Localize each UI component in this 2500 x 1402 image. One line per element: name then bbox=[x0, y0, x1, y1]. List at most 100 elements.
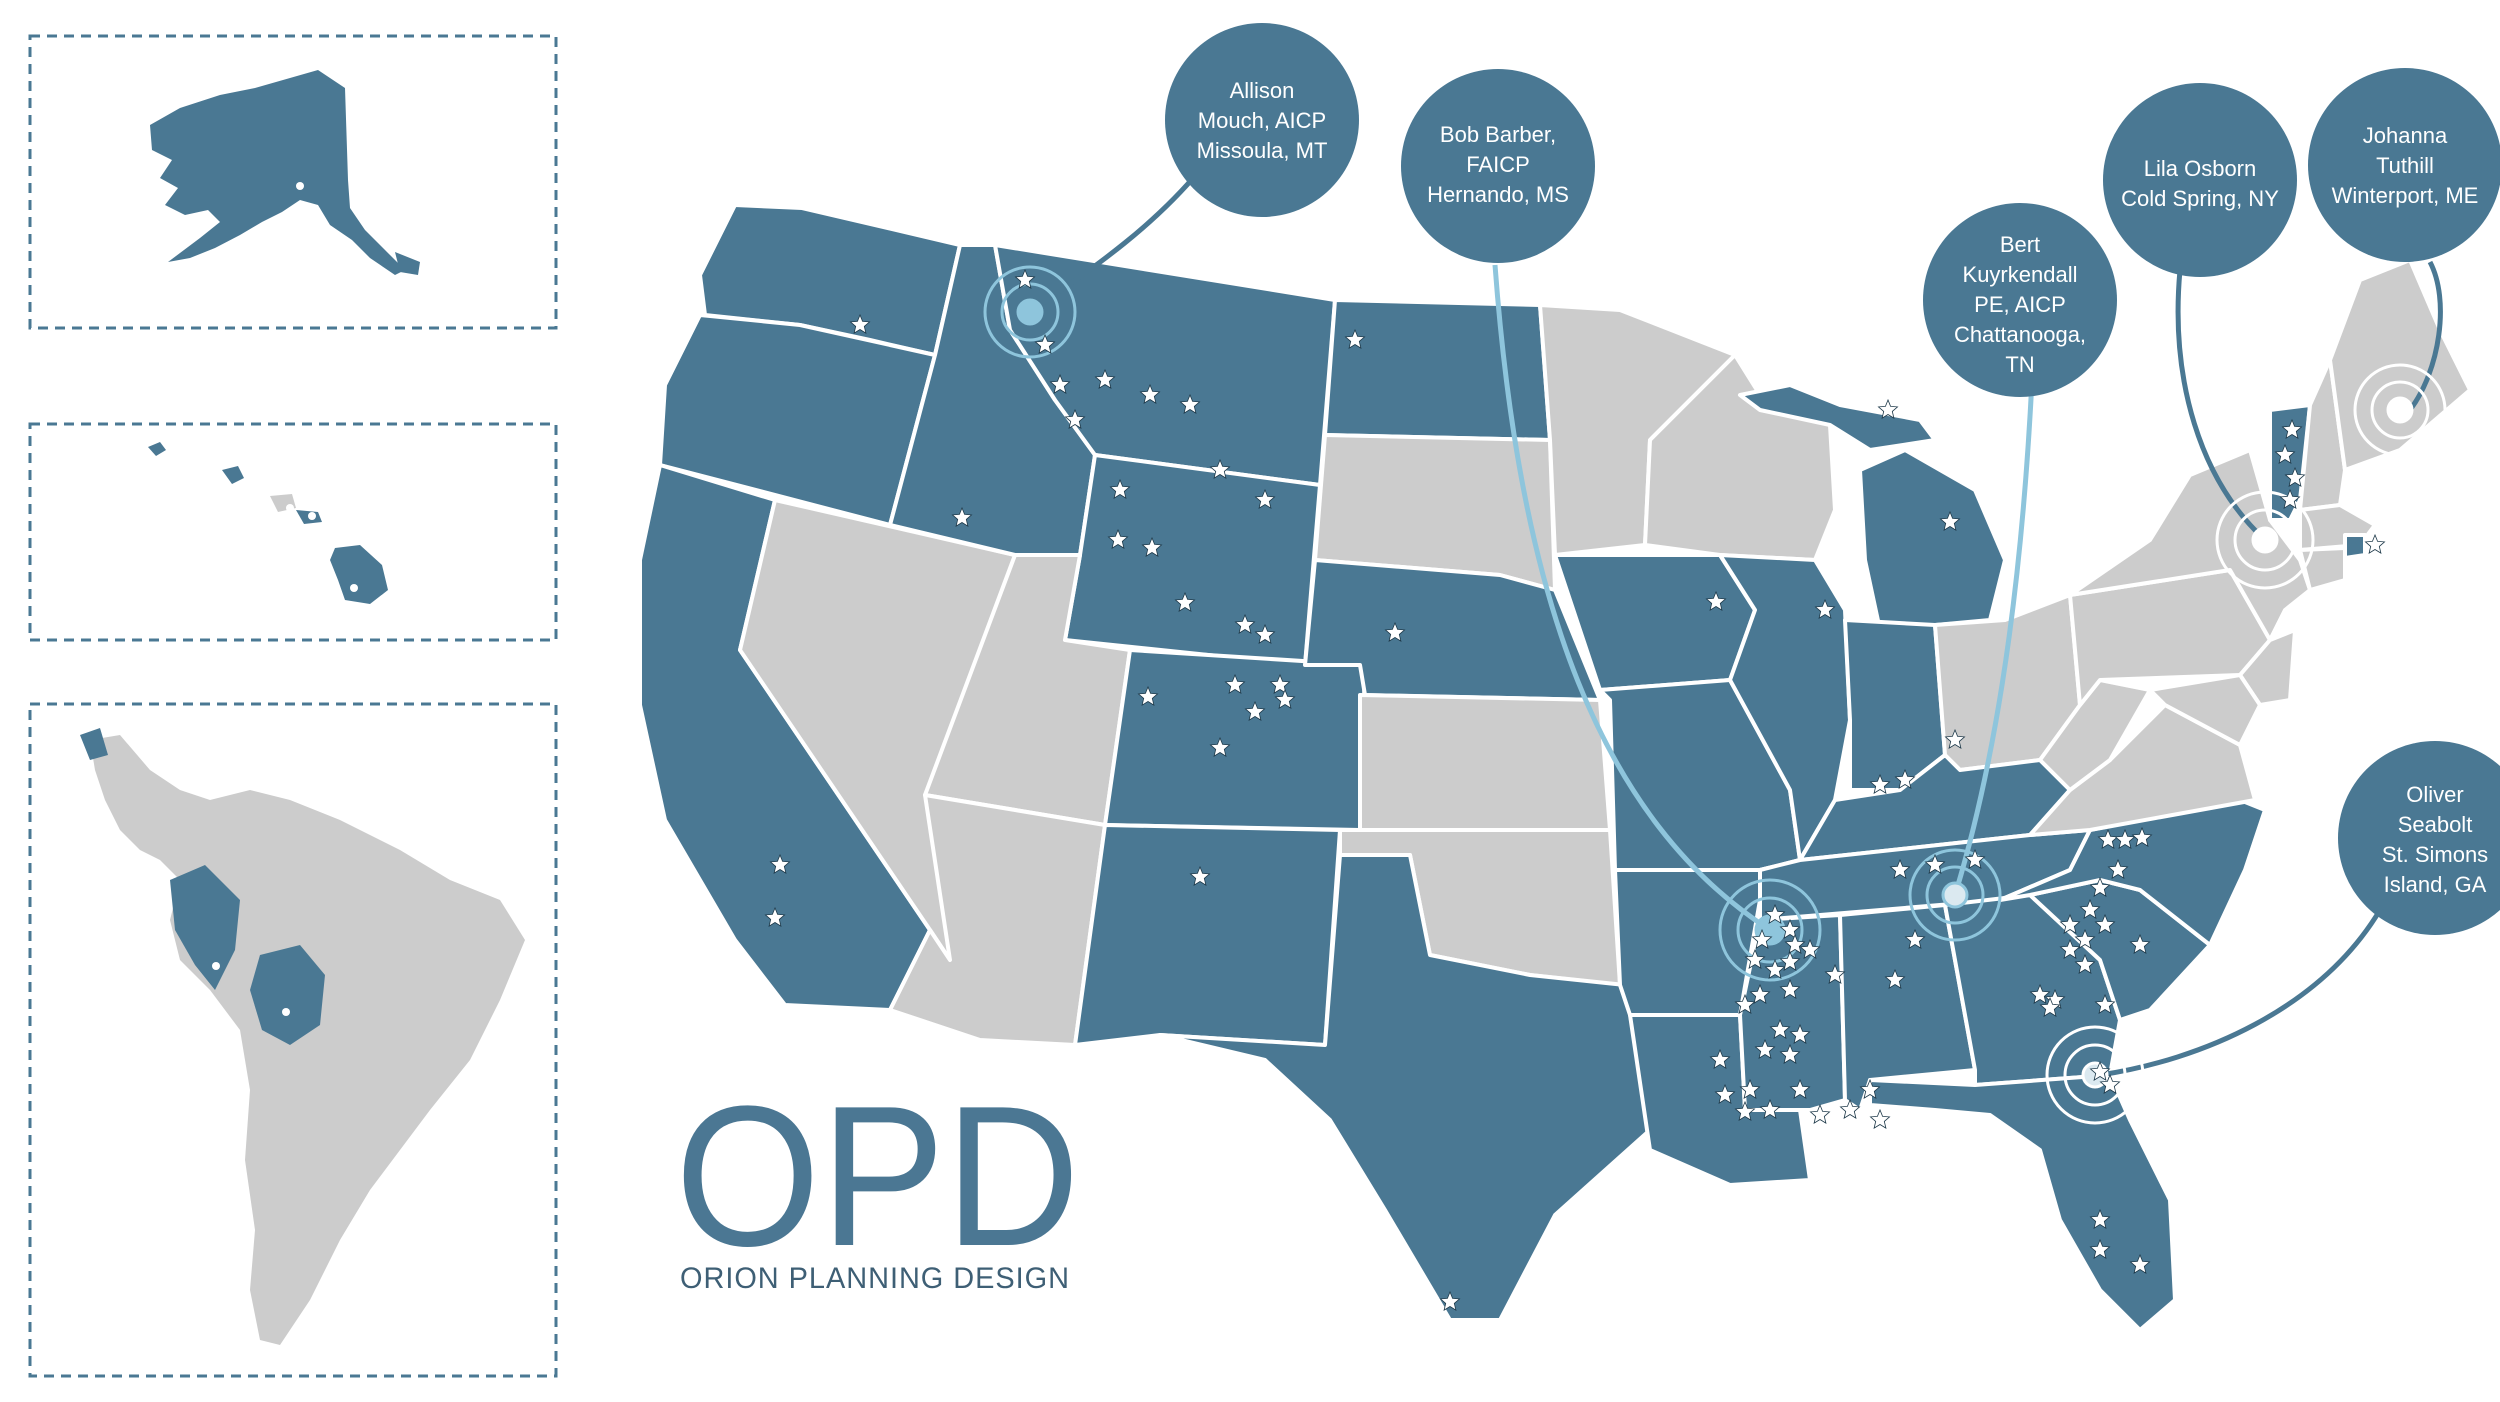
office-bubble-bert[interactable]: Bert Kuyrkendall PE, AICP Chattanooga, T… bbox=[1923, 203, 2117, 397]
star-icon bbox=[2059, 913, 2081, 934]
star-icon bbox=[2129, 1253, 2151, 1274]
office-label-line: Winterport, ME bbox=[2332, 183, 2479, 208]
target-ring-icon bbox=[1908, 848, 2002, 942]
star-icon bbox=[1754, 1038, 1776, 1059]
state-mi-upper bbox=[1738, 383, 1937, 452]
star-icon bbox=[1764, 903, 1786, 924]
office-label-line: Oliver bbox=[2406, 782, 2463, 807]
office-label-line: Missoula, MT bbox=[1197, 138, 1328, 163]
star-icon bbox=[2094, 993, 2116, 1014]
office-label-line: Johanna bbox=[2363, 123, 2448, 148]
office-bubble-oliver[interactable]: Oliver Seabolt St. Simons Island, GA bbox=[2338, 741, 2500, 935]
star-icon bbox=[2279, 488, 2301, 509]
star-icon bbox=[1739, 1078, 1761, 1099]
star-icon bbox=[2089, 1060, 2111, 1081]
inset-latin-america bbox=[28, 702, 558, 1378]
state-nd bbox=[1323, 298, 1552, 442]
star-icon bbox=[1799, 938, 1821, 959]
star-icon bbox=[2274, 443, 2296, 464]
office-label-line: Seabolt bbox=[2398, 812, 2473, 837]
alaska-shape bbox=[150, 70, 405, 275]
star-icon bbox=[2074, 953, 2096, 974]
star-icon bbox=[1779, 978, 1801, 999]
office-label-line: TN bbox=[2005, 352, 2034, 377]
star-icon bbox=[1769, 1018, 1791, 1039]
star-icon bbox=[1344, 328, 1366, 349]
office-label-line: Chattanooga, bbox=[1954, 322, 2086, 347]
star-icon bbox=[1744, 948, 1766, 969]
star-icon bbox=[1884, 968, 1906, 989]
project-markers bbox=[764, 268, 2386, 1311]
star-icon bbox=[1384, 621, 1406, 642]
star-icon bbox=[2281, 418, 2303, 439]
office-bubble-johanna[interactable]: Johanna Tuthill Winterport, ME bbox=[2308, 68, 2500, 262]
star-icon bbox=[1141, 536, 1163, 557]
star-icon bbox=[1809, 1103, 1831, 1124]
star-icon bbox=[2131, 826, 2153, 847]
star-icon bbox=[1709, 1048, 1731, 1069]
star-icon bbox=[1877, 398, 1899, 419]
star-icon bbox=[1759, 1098, 1781, 1119]
us-states bbox=[638, 203, 2472, 1332]
office-label-line: Tuthill bbox=[2376, 153, 2434, 178]
state-ny bbox=[2068, 448, 2312, 642]
star-icon bbox=[1049, 373, 1071, 394]
star-icon bbox=[1714, 1083, 1736, 1104]
star-icon bbox=[1751, 928, 1773, 949]
star-icon bbox=[1749, 983, 1771, 1004]
star-icon bbox=[1869, 1108, 1891, 1129]
star-icon bbox=[1939, 510, 1961, 531]
office-targets bbox=[983, 265, 2447, 1125]
state-ri bbox=[2343, 533, 2367, 560]
star-icon bbox=[2089, 1208, 2111, 1229]
star-icon bbox=[1244, 700, 1266, 721]
inset-alaska bbox=[28, 34, 558, 330]
star-icon bbox=[1254, 488, 1276, 509]
logo-monogram: OPD bbox=[675, 1065, 1080, 1288]
office-bubble-bob[interactable]: Bob Barber, FAICP Hernando, MS bbox=[1401, 69, 1595, 263]
star-icon bbox=[1137, 685, 1159, 706]
star-icon bbox=[2094, 913, 2116, 934]
star-icon bbox=[1209, 458, 1231, 479]
star-icon bbox=[2364, 533, 2386, 554]
target-ring-icon bbox=[983, 265, 1077, 359]
star-icon bbox=[1904, 928, 1926, 949]
office-bubble-lila[interactable]: Lila Osborn Cold Spring, NY bbox=[2103, 83, 2297, 277]
state-fl bbox=[1868, 1073, 2177, 1332]
target-ring-icon bbox=[2353, 363, 2447, 457]
star-icon bbox=[1824, 963, 1846, 984]
state-nm bbox=[1073, 823, 1342, 1047]
star-icon bbox=[1779, 918, 1801, 939]
star-icon bbox=[1107, 528, 1129, 549]
star-icon bbox=[2129, 933, 2151, 954]
star-icon bbox=[1109, 478, 1131, 499]
office-label-line: St. Simons bbox=[2382, 842, 2488, 867]
star-icon bbox=[1234, 613, 1256, 634]
star-icon bbox=[1814, 598, 1836, 619]
star-icon bbox=[1014, 268, 1036, 289]
star-icon bbox=[1924, 853, 1946, 874]
star-icon bbox=[1705, 590, 1727, 611]
star-icon bbox=[2074, 928, 2096, 949]
star-icon bbox=[849, 313, 871, 334]
star-icon bbox=[2107, 858, 2129, 879]
office-bubble-allison[interactable]: Allison Mouch, AICP Missoula, MT bbox=[1165, 23, 1359, 217]
star-icon bbox=[951, 506, 973, 527]
state-ct bbox=[2298, 546, 2347, 592]
star-icon bbox=[1784, 933, 1806, 954]
state-tx bbox=[1158, 853, 1652, 1322]
office-label-line: Hernando, MS bbox=[1427, 182, 1569, 207]
inset-hawaii bbox=[28, 422, 558, 642]
star-icon bbox=[1779, 950, 1801, 971]
star-icon bbox=[1274, 688, 1296, 709]
star-icon bbox=[1064, 408, 1086, 429]
star-icon bbox=[1269, 673, 1291, 694]
star-icon bbox=[2284, 466, 2306, 487]
logo: OPD ORION PLANNING DESIGN bbox=[675, 1065, 1080, 1295]
target-ring-icon bbox=[2215, 490, 2315, 590]
logo-name: ORION PLANNING DESIGN bbox=[680, 1262, 1070, 1295]
star-icon bbox=[1859, 1078, 1881, 1099]
star-icon bbox=[2089, 876, 2111, 897]
star-icon bbox=[1779, 1043, 1801, 1064]
office-label-line: Bob Barber, bbox=[1440, 122, 1556, 147]
